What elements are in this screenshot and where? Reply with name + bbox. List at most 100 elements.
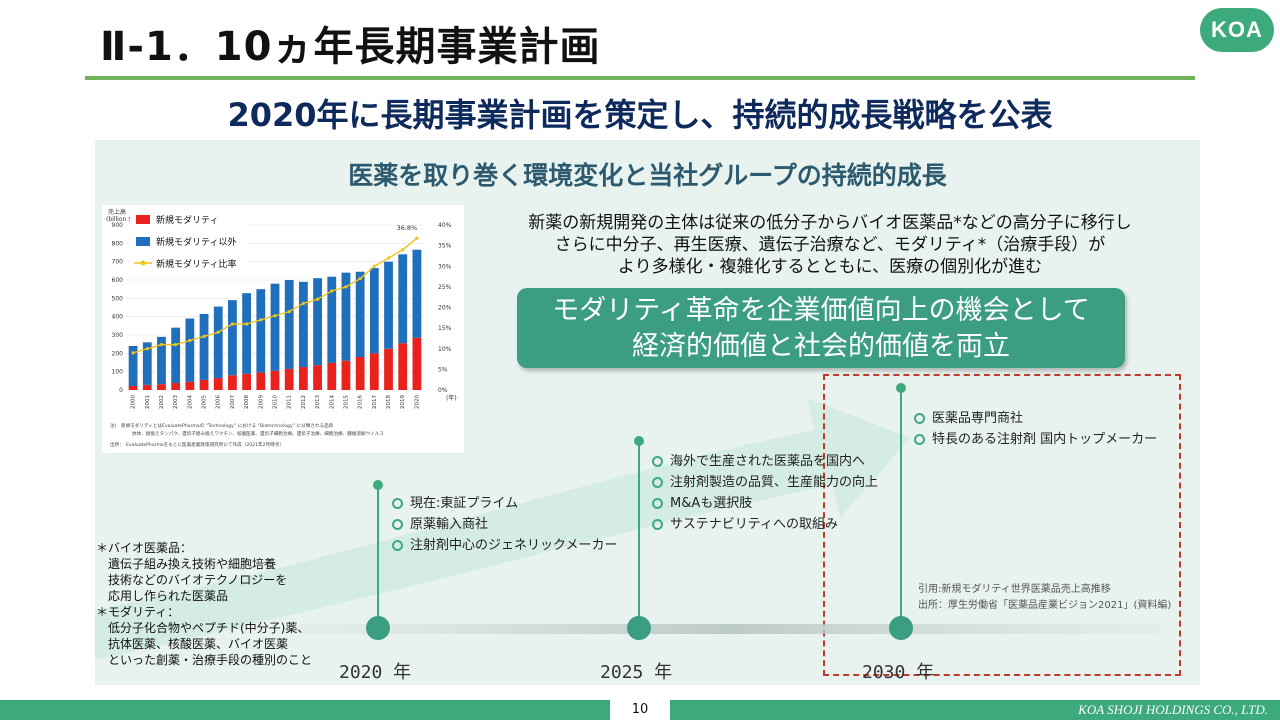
- bar-new-modality: [412, 337, 422, 390]
- list-item: 注射剤製造の品質、生産能力の向上: [652, 472, 878, 493]
- year-label-2025: 2025 年: [600, 662, 673, 683]
- y-tick-label: 800: [112, 240, 124, 247]
- bar-other-modality: [256, 289, 266, 373]
- ratio-point: [344, 285, 348, 289]
- milestone-dot-2030: [889, 616, 913, 640]
- x-tick-label: 2005: [202, 395, 208, 409]
- list-item: 海外で生産された医薬品を国内へ: [652, 451, 878, 472]
- ratio-point: [145, 347, 149, 351]
- footnote-line: ＊モダリティ：: [96, 605, 180, 619]
- banner-line: モダリティ革命を企業価値向上の機会として: [552, 295, 1090, 326]
- footnote-line: 抗体医薬、核酸医薬、バイオ医薬: [96, 637, 289, 651]
- description-line: さらに中分子、再生医療、遺伝子治療など、モダリティ*（治療手段）が: [554, 235, 1106, 255]
- legend-swatch: [140, 260, 146, 266]
- bar-other-modality: [228, 300, 237, 376]
- y-tick-label: 300: [112, 332, 124, 339]
- footnote-line: ＊バイオ医薬品：: [96, 541, 193, 555]
- y-axis-label: (billion $): [106, 216, 134, 223]
- ratio-point: [131, 351, 135, 355]
- ratio-point: [301, 301, 305, 305]
- x-tick-label: 2019: [400, 395, 406, 409]
- ratio-point: [159, 343, 164, 347]
- company-logo: KOA: [1200, 8, 1274, 52]
- bar-other-modality: [157, 336, 166, 385]
- chart-note: 注) 新規モダリティとはEvaluatePharmaの “Technology”…: [110, 422, 333, 429]
- list-item: M&Aも選択肢: [652, 493, 878, 514]
- milestone-2030-list: 医薬品専門商社 特長のある注射剤 国内トップメーカー: [914, 408, 1157, 450]
- footnote-line: 応用し作られた医薬品: [96, 589, 229, 603]
- bar-new-modality: [142, 384, 152, 390]
- bullet-ring-icon: [652, 456, 663, 467]
- bar-other-modality: [313, 278, 322, 366]
- ratio-point: [386, 256, 391, 260]
- ratio-annotation: 36.8%: [397, 224, 418, 232]
- bar-new-modality: [284, 368, 294, 390]
- y-axis-label: 売上高: [108, 208, 126, 216]
- ratio-point: [174, 343, 178, 347]
- x-tick-label: 2014: [329, 395, 335, 409]
- bar-other-modality: [298, 281, 308, 368]
- x-tick-label: 2011: [287, 395, 293, 409]
- timeline-base: [300, 624, 1160, 634]
- x-tick-label: 2008: [244, 395, 250, 409]
- y-tick-label: 500: [112, 295, 124, 302]
- bar-new-modality: [199, 379, 209, 390]
- ratio-point: [287, 310, 291, 314]
- chart-note: 出所： EvaluatePharmaをもとに医薬産業政策研究所にて作成（2021…: [110, 441, 284, 448]
- list-item: サステナビリティへの取組み: [652, 514, 878, 535]
- ratio-point: [273, 314, 277, 318]
- ratio-point: [358, 277, 362, 281]
- milestone-top-dot-2025: [634, 436, 644, 446]
- milestone-top-dot-2030: [896, 383, 906, 393]
- bar-new-modality: [298, 367, 308, 390]
- x-tick-label: 2003: [173, 395, 179, 409]
- citation: 引用:新規モダリティ世界医薬品売上高推移 出所：厚生労働省「医薬品産業ビジョン2…: [918, 582, 1171, 614]
- year-label-2030: 2030 年: [862, 662, 935, 683]
- x-tick-label: 2002: [159, 395, 165, 409]
- bar-new-modality: [341, 360, 351, 390]
- target-2030-highlight: [823, 374, 1181, 676]
- bar-other-modality: [284, 280, 294, 369]
- chart-note: 抗体、組換えタンパク、遺伝子組み換えワクチン、核酸医薬、遺伝子細胞治療、遺伝子治…: [132, 430, 384, 437]
- x-tick-label: 2006: [216, 395, 222, 409]
- bar-other-modality: [270, 283, 280, 371]
- modality-sales-chart: 売上高 (billion $) 0 100 200 300 400 500 600 700 800 9…: [102, 205, 464, 453]
- footnote-line: 技術などのバイオテクノロジーを: [96, 573, 288, 587]
- milestone-top-dot-2020: [373, 480, 383, 490]
- bar-new-modality: [355, 357, 365, 390]
- list-item: 特長のある注射剤 国内トップメーカー: [914, 429, 1157, 450]
- bar-other-modality: [128, 346, 138, 386]
- y2-tick-label: 35%: [438, 243, 452, 250]
- bar-other-modality: [142, 342, 152, 385]
- bar-other-modality: [185, 318, 195, 382]
- x-tick-label: 2009: [258, 395, 264, 409]
- ratio-point: [259, 318, 263, 322]
- y-tick-label: 400: [112, 314, 124, 321]
- footnote-line: 遺伝子組み換え技術や細胞培養: [96, 557, 277, 571]
- bar-other-modality: [242, 293, 252, 374]
- bar-other-modality: [171, 327, 181, 384]
- environment-description: 新薬の新規開発の主体は従来の低分子からバイオ医薬品*などの高分子に移行し さらに…: [480, 212, 1180, 278]
- y2-tick-label: 40%: [438, 222, 452, 229]
- bullet-ring-icon: [392, 519, 403, 530]
- ratio-point: [372, 264, 376, 268]
- strategy-banner: モダリティ革命を企業価値向上の機会として 経済的価値と社会的価値を両立: [517, 288, 1125, 368]
- legend-swatch: [136, 215, 150, 224]
- bar-other-modality: [213, 306, 223, 379]
- ratio-point: [188, 338, 192, 343]
- y2-tick-label: 5%: [438, 366, 448, 373]
- x-tick-label: 2018: [386, 395, 392, 409]
- bar-other-modality: [355, 271, 365, 357]
- bar-other-modality: [384, 261, 393, 349]
- legend-swatch: [136, 237, 150, 246]
- list-item: 現在:東証プライム: [392, 493, 617, 514]
- bar-new-modality: [313, 365, 322, 390]
- bullet-ring-icon: [652, 498, 663, 509]
- x-tick-label: 2013: [315, 395, 321, 409]
- ratio-point: [245, 322, 249, 326]
- bar-new-modality: [327, 362, 337, 390]
- page-number: 10: [610, 700, 670, 720]
- y-tick-label: 700: [112, 259, 124, 266]
- bar-other-modality: [327, 276, 337, 363]
